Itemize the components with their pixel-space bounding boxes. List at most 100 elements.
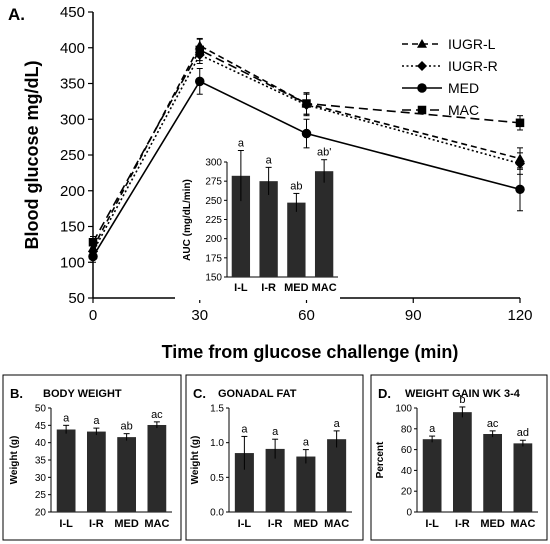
- x-tick-label: I-L: [238, 518, 252, 530]
- x-tick-label: I-R: [268, 518, 283, 530]
- significance-label: ab: [121, 421, 133, 433]
- significance-label: a: [429, 423, 436, 435]
- x-tick-label: MED: [294, 518, 319, 530]
- y-tick-label: 100: [395, 404, 412, 415]
- bar-i-r: [265, 448, 285, 512]
- body-weight-panel: B. BODY WEIGHT 20 25 30 35 40 45 50 a I-L a I-R ab MED…: [2, 374, 182, 541]
- x-axis-title: Time from glucose challenge (min): [162, 342, 459, 362]
- y-axis-title: AUC (mg/dL/min): [182, 179, 193, 261]
- y-tick-label: 50: [68, 290, 85, 307]
- bar-i-r: [259, 181, 278, 277]
- x-tick-label: 0: [89, 307, 97, 324]
- legend-marker: [417, 61, 427, 71]
- main-panel-letter: A.: [8, 5, 25, 24]
- significance-label: ab': [317, 147, 331, 159]
- bar-i-l: [234, 453, 254, 512]
- y-tick-label: 40: [35, 438, 47, 449]
- legend: IUGR-L IUGR-R MED MAC: [402, 36, 498, 118]
- weight-gain-panel: D. WEIGHT GAIN WK 3-4 0 20 40 60 80 100 a I-L b I-R…: [370, 374, 548, 541]
- bar-mac: [147, 424, 167, 512]
- x-tick-label: 30: [191, 307, 208, 324]
- x-tick-label: MAC: [324, 518, 349, 530]
- bar-med: [296, 456, 316, 512]
- significance-label: ab: [290, 180, 302, 192]
- gonadal-fat-panel: C. GONADAL FAT 0.0 0.5 1.0 1.5 a I-L a I-R a MED a MA…: [185, 374, 364, 541]
- y-tick-label: 25: [35, 490, 47, 501]
- y-tick-label: 45: [35, 421, 47, 432]
- bar-i-l: [56, 429, 76, 512]
- panel-letter: B.: [10, 386, 23, 401]
- x-tick-label: I-R: [261, 282, 276, 294]
- auc-inset-chart: 150 175 200 225 250 275 300 a I-L a I-R ab MED ab' MAC…: [175, 138, 340, 300]
- panel-title: BODY WEIGHT: [43, 388, 122, 400]
- series-mac: [88, 38, 525, 249]
- x-tick-label: I-L: [59, 518, 73, 530]
- x-tick-label: 60: [298, 307, 315, 324]
- legend-label: MAC: [448, 102, 479, 118]
- legend-label: MED: [448, 80, 479, 96]
- legend-marker: [417, 105, 427, 115]
- y-tick-label: 0: [406, 508, 412, 519]
- y-tick-label: 250: [205, 196, 222, 207]
- x-tick-label: MED: [114, 518, 139, 530]
- panel-frame: [185, 374, 364, 541]
- y-tick-label: 100: [60, 254, 85, 271]
- significance-label: ac: [151, 409, 163, 421]
- y-tick-label: 80: [401, 424, 413, 435]
- data-point-med: [88, 251, 98, 262]
- data-point-mac: [515, 118, 525, 128]
- y-tick-label: 225: [205, 215, 222, 226]
- legend-marker: [417, 83, 427, 93]
- y-tick-label: 300: [60, 111, 85, 128]
- y-tick-label: 200: [205, 234, 222, 245]
- y-axis-title: Weight (g): [190, 436, 201, 485]
- x-tick-label: 90: [405, 307, 422, 324]
- significance-label: a: [303, 437, 310, 449]
- y-tick-label: 1.5: [210, 404, 224, 415]
- x-tick-label: MED: [284, 282, 309, 294]
- x-tick-label: I-L: [425, 518, 439, 530]
- y-tick-label: 400: [60, 40, 85, 57]
- y-tick-label: 0.5: [210, 473, 224, 484]
- panel-title: WEIGHT GAIN WK 3-4: [405, 388, 521, 400]
- y-tick-label: 20: [401, 487, 413, 498]
- main-chart: 50 100 150 200 250 300 350 400 450 0 30 60 90 120 Time…: [22, 4, 533, 362]
- inset-background: [175, 155, 340, 300]
- y-tick-label: 1.0: [210, 438, 224, 449]
- y-tick-label: 30: [35, 473, 47, 484]
- significance-label: a: [266, 154, 273, 166]
- y-axis-title: Percent: [375, 441, 386, 478]
- series-line-iugr-l: [92, 44, 521, 249]
- legend-marker: [417, 39, 427, 48]
- panel-frame: [2, 374, 182, 541]
- significance-label: a: [334, 418, 341, 430]
- y-axis-title: Blood glucose mg/dL): [22, 61, 42, 250]
- y-tick-label: 350: [60, 76, 85, 93]
- data-point-iugr-r: [515, 158, 525, 169]
- data-point-med: [515, 184, 525, 195]
- y-tick-label: 20: [35, 508, 47, 519]
- series-line-med: [92, 80, 521, 257]
- legend-item-mac: MAC: [402, 102, 479, 118]
- significance-label: ac: [487, 418, 499, 430]
- panel-letter: C.: [193, 386, 206, 401]
- y-axis-title: Weight (g): [9, 436, 20, 485]
- y-tick-label: 50: [35, 404, 47, 415]
- y-tick-label: 300: [205, 158, 222, 169]
- x-tick-label: I-R: [455, 518, 470, 530]
- y-tick-label: 175: [205, 253, 222, 264]
- panel-title: GONADAL FAT: [218, 388, 297, 400]
- x-tick-label: MAC: [144, 518, 169, 530]
- x-tick-label: I-R: [89, 518, 104, 530]
- series-med: [88, 67, 525, 263]
- y-tick-label: 40: [401, 466, 413, 477]
- y-tick-label: 250: [60, 147, 85, 164]
- data-point-mac: [195, 45, 204, 55]
- bar-med: [117, 437, 137, 512]
- x-tick-label: MED: [480, 518, 505, 530]
- bar-mac: [327, 439, 347, 512]
- significance-label: a: [272, 426, 279, 438]
- panel-frame: [370, 374, 548, 541]
- y-tick-label: 150: [205, 273, 222, 284]
